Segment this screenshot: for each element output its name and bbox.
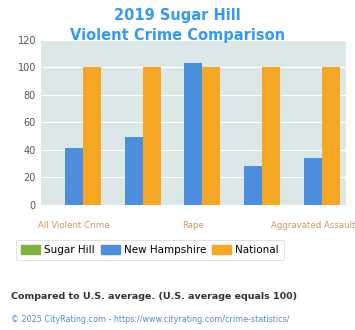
Bar bbox=[244, 166, 262, 205]
Bar bbox=[304, 158, 322, 205]
Bar bbox=[125, 137, 143, 205]
Bar bbox=[322, 67, 340, 205]
Bar bbox=[185, 63, 202, 205]
Text: Compared to U.S. average. (U.S. average equals 100): Compared to U.S. average. (U.S. average … bbox=[11, 292, 297, 301]
Text: 2019 Sugar Hill: 2019 Sugar Hill bbox=[114, 8, 241, 23]
Bar bbox=[143, 67, 160, 205]
Text: All Violent Crime: All Violent Crime bbox=[38, 221, 110, 230]
Text: Aggravated Assault: Aggravated Assault bbox=[271, 221, 355, 230]
Bar bbox=[83, 67, 101, 205]
Bar bbox=[65, 148, 83, 205]
Legend: Sugar Hill, New Hampshire, National: Sugar Hill, New Hampshire, National bbox=[16, 240, 284, 260]
Text: Violent Crime Comparison: Violent Crime Comparison bbox=[70, 28, 285, 43]
Text: Rape: Rape bbox=[182, 221, 204, 230]
Bar bbox=[202, 67, 220, 205]
Bar bbox=[262, 67, 280, 205]
Text: © 2025 CityRating.com - https://www.cityrating.com/crime-statistics/: © 2025 CityRating.com - https://www.city… bbox=[11, 315, 289, 324]
